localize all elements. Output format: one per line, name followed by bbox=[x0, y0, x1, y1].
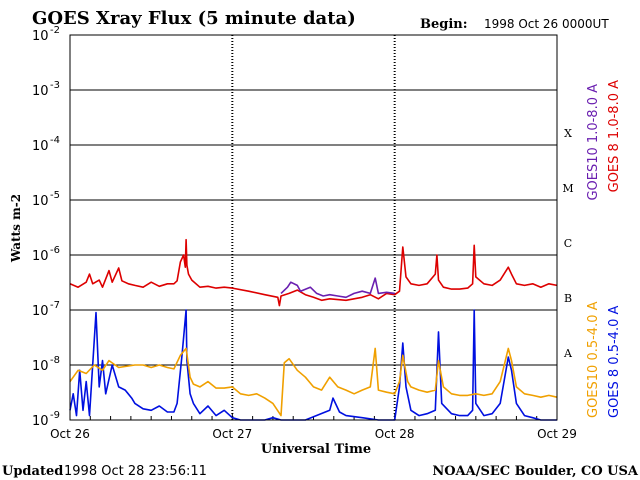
y-tick-label: 10 -3 bbox=[32, 80, 60, 99]
x-tick-label: Oct 29 bbox=[537, 427, 577, 441]
y-tick-exponent: -5 bbox=[50, 190, 60, 201]
legend-item: GOES10 1.0-8.0 A bbox=[586, 84, 601, 201]
legend: GOES10 1.0-8.0 A GOES10 0.5-4.0 A GOES 8 1… bbox=[586, 80, 622, 418]
y-tick-base: 10 bbox=[32, 84, 49, 99]
y-tick-exponent: -9 bbox=[50, 410, 60, 421]
legend-item: GOES 8 1.0-8.0 A bbox=[607, 80, 622, 192]
y-tick-exponent: -2 bbox=[50, 25, 60, 36]
y-tick-exponent: -8 bbox=[50, 355, 60, 366]
y-tick-label: 10 -4 bbox=[32, 135, 60, 154]
updated-label: Updated bbox=[2, 464, 63, 479]
plot-area-frame bbox=[69, 34, 558, 421]
y-tick-label: 10 -7 bbox=[32, 300, 60, 319]
y-tick-label: 10 -6 bbox=[32, 245, 60, 264]
y-tick-base: 10 bbox=[32, 414, 49, 429]
y-tick-exponent: -7 bbox=[50, 300, 60, 311]
flare-class-label: X bbox=[564, 127, 572, 140]
y-tick-exponent: -4 bbox=[50, 135, 60, 146]
legend-item: GOES10 0.5-4.0 A bbox=[586, 301, 601, 418]
updated-value: 1998 Oct 28 23:56:11 bbox=[64, 464, 207, 479]
begin-value: 1998 Oct 26 0000UT bbox=[484, 17, 609, 31]
x-axis-label: Universal Time bbox=[261, 442, 371, 457]
credit-text: NOAA/SEC Boulder, CO USA bbox=[432, 464, 639, 479]
y-tick-base: 10 bbox=[32, 359, 49, 374]
y-tick-label: 10 -2 bbox=[32, 25, 60, 44]
flare-class-label: B bbox=[564, 292, 572, 305]
chart-title: GOES Xray Flux (5 minute data) bbox=[32, 8, 356, 29]
begin-label: Begin: bbox=[420, 17, 468, 32]
y-tick-base: 10 bbox=[32, 29, 49, 44]
x-tick-label: Oct 28 bbox=[375, 427, 415, 441]
flare-class-label: A bbox=[563, 347, 573, 360]
flare-class-labels: X M C B A bbox=[562, 127, 573, 360]
x-axis-tick-labels: Oct 26 Oct 27 Oct 28 Oct 29 bbox=[50, 427, 577, 441]
y-tick-exponent: -3 bbox=[50, 80, 60, 91]
y-tick-label: 10 -9 bbox=[32, 410, 60, 429]
y-tick-exponent: -6 bbox=[50, 245, 60, 256]
y-tick-label: 10 -5 bbox=[32, 190, 60, 209]
flare-class-label: M bbox=[562, 182, 573, 195]
y-axis-label: Watts m-2 bbox=[9, 194, 23, 263]
y-tick-base: 10 bbox=[32, 304, 49, 319]
x-tick-label: Oct 26 bbox=[50, 427, 90, 441]
series-line-goes10-0-5-4-0-a bbox=[69, 347, 558, 417]
day-boundary-lines bbox=[69, 35, 558, 420]
y-tick-base: 10 bbox=[32, 249, 49, 264]
legend-item: GOES 8 0.5-4.0 A bbox=[607, 306, 622, 418]
flare-class-label: C bbox=[564, 237, 572, 250]
series-line-goes10-1-0-8-0-a bbox=[280, 277, 395, 299]
y-tick-label: 10 -8 bbox=[32, 355, 60, 374]
y-axis-tick-labels: 10-210-310-410-510-610-710-810-9 bbox=[32, 25, 60, 429]
y-tick-base: 10 bbox=[32, 194, 49, 209]
data-series bbox=[69, 238, 558, 421]
series-line-goes-8-1-0-8-0-a bbox=[69, 238, 558, 307]
y-tick-base: 10 bbox=[32, 139, 49, 154]
x-tick-label: Oct 27 bbox=[212, 427, 252, 441]
grid-lines bbox=[70, 34, 557, 421]
